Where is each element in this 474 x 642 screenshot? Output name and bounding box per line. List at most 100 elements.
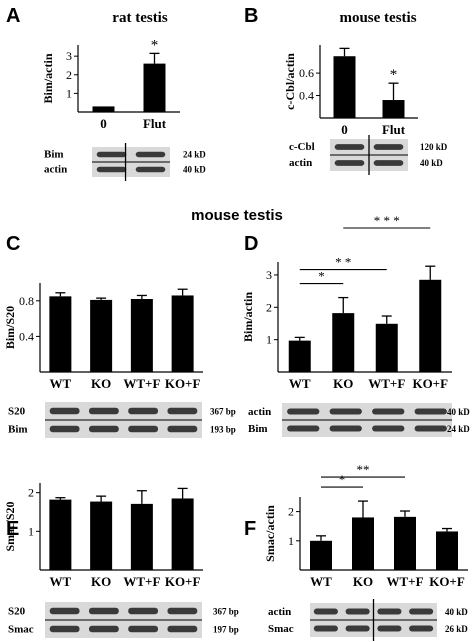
bar [310, 540, 332, 570]
bar [436, 531, 458, 570]
blot-band [334, 160, 365, 166]
blot-size-label: 40 kD [420, 158, 443, 168]
blot-band [414, 408, 447, 415]
category-label: WT [50, 574, 72, 589]
blot-band [373, 160, 404, 166]
blot-row-label: Smac [8, 624, 34, 636]
y-tick-label: 1 [66, 86, 72, 100]
category-label: Flut [143, 116, 167, 131]
blot-band [345, 608, 370, 615]
blot-band [128, 407, 159, 415]
panel-letter: D [244, 233, 258, 255]
category-label: 0 [341, 122, 348, 137]
category-label: KO [91, 376, 111, 391]
bar [130, 299, 153, 372]
blot-band [313, 625, 338, 632]
y-tick-label: 3 [266, 268, 272, 282]
blot-size-label: 40 kD [447, 407, 470, 417]
blot-band [88, 607, 119, 615]
blot-row-label: actin [44, 164, 67, 176]
y-tick-label: 0.4 [19, 329, 34, 343]
category-label: KO [91, 574, 111, 589]
blot-size-label: 26 kD [445, 624, 468, 634]
blot-band [49, 625, 80, 633]
blot-band [135, 151, 166, 158]
blot-band [88, 407, 119, 415]
blot-band [88, 625, 119, 633]
blot-row-label: actin [289, 157, 312, 169]
section-heading: mouse testis [191, 207, 283, 224]
category-label: WT [50, 376, 72, 391]
blot-band [334, 144, 365, 150]
blot-size-label: 367 bp [213, 607, 239, 617]
bar [143, 63, 166, 112]
category-label: WT+F [386, 574, 423, 589]
blot-band [128, 425, 159, 433]
blot-band [377, 625, 402, 632]
blot-band [345, 625, 370, 632]
bar [419, 279, 442, 372]
y-axis-label: Bim/actin [41, 53, 55, 103]
category-label: KO+F [165, 376, 201, 391]
blot-band [49, 425, 80, 433]
blot-row-label: actin [248, 406, 271, 418]
y-axis-label: Bim/S20 [3, 306, 17, 349]
blot-band [167, 407, 198, 415]
category-label: 0 [100, 116, 107, 131]
bar [49, 499, 72, 570]
y-tick-label: 3 [66, 49, 72, 63]
bar [332, 313, 355, 372]
y-tick-label: 2 [288, 505, 294, 519]
panel-letter: C [6, 233, 20, 255]
category-label: WT [289, 376, 311, 391]
bar [90, 501, 113, 570]
panel-title: mouse testis [339, 10, 416, 26]
blot-band [167, 625, 198, 633]
blot-size-label: 40 kD [183, 165, 206, 175]
blot-band [49, 407, 80, 415]
y-axis-label: Bim/actin [241, 292, 255, 342]
category-label: KO [333, 376, 353, 391]
bar [394, 516, 416, 570]
blot-band [128, 607, 159, 615]
blot-size-label: 197 bp [213, 625, 239, 635]
category-label: Flut [382, 122, 406, 137]
significance-mark: * * [335, 255, 351, 270]
blot-band [372, 425, 405, 432]
blot-row-label: Smac [268, 623, 294, 635]
significance-mark: ** [357, 462, 370, 477]
blot-band [313, 608, 338, 615]
blot-band [88, 425, 119, 433]
significance-mark: * [151, 37, 159, 53]
blot-row-label: S20 [8, 406, 26, 418]
blot-row-label: c-Cbl [289, 141, 315, 153]
y-tick-label: 1 [266, 333, 272, 347]
y-tick-label: 1 [28, 524, 34, 538]
blot-band [287, 425, 320, 432]
bar [375, 323, 398, 372]
blot-band [167, 607, 198, 615]
category-label: WT+F [368, 376, 405, 391]
y-axis-label: Smac/actin [263, 505, 277, 562]
panel-letter: F [244, 518, 256, 540]
blot-row-label: S20 [8, 606, 26, 618]
bar [382, 100, 405, 118]
blot-size-label: 24 kD [183, 150, 206, 160]
bar [333, 56, 356, 118]
blot-size-label: 367 bp [210, 407, 236, 417]
panel-title: rat testis [112, 10, 168, 26]
blot-size-label: 40 kD [445, 607, 468, 617]
y-tick-label: 0.6 [299, 66, 314, 80]
bar [171, 498, 194, 570]
category-label: KO+F [165, 574, 201, 589]
bar [352, 517, 374, 570]
blot-band [135, 166, 166, 173]
y-axis-label: c-Cbl/actin [283, 53, 297, 110]
blot-band [414, 425, 447, 432]
significance-mark: * [339, 472, 346, 487]
blot-band [96, 151, 127, 158]
bar [130, 503, 153, 570]
category-label: KO+F [429, 574, 465, 589]
blot-band [409, 608, 434, 615]
